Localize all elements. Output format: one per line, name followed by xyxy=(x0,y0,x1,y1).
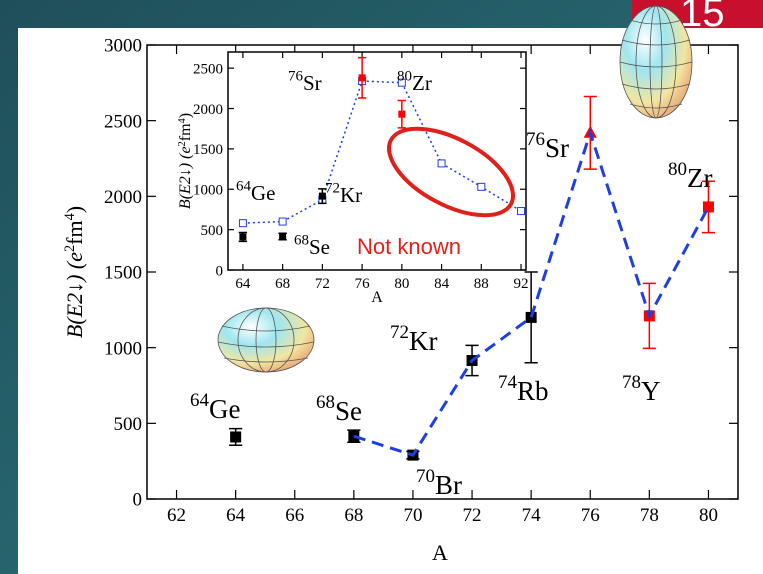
element-symbol: Ge xyxy=(209,394,240,424)
mass-number: 64 xyxy=(190,390,210,411)
y-axis-label-part: ) xyxy=(62,206,87,213)
mass-number: 74 xyxy=(498,372,518,393)
mass-number: 72 xyxy=(325,181,340,197)
y-tick-label: 2000 xyxy=(193,102,223,118)
y-tick-label: 2500 xyxy=(104,111,142,132)
x-tick-label: 64 xyxy=(235,276,251,292)
x-axis-label: A xyxy=(432,540,448,565)
mass-number: 76 xyxy=(526,129,545,150)
y-tick-label: 500 xyxy=(201,223,224,239)
x-tick-label: 74 xyxy=(522,505,542,526)
element-symbol: Sr xyxy=(303,71,322,95)
marker xyxy=(359,74,366,81)
y-axis-label-part: 4 xyxy=(62,213,78,220)
x-tick-label: 76 xyxy=(581,505,600,526)
y-axis-label-part: ) xyxy=(177,113,194,118)
y-tick-label: 2000 xyxy=(104,187,142,208)
x-tick-label: 80 xyxy=(699,505,718,526)
y-axis-label-part: 2 xyxy=(62,245,78,252)
annotation-note: Not known xyxy=(357,234,461,259)
x-tick-label: 64 xyxy=(226,505,246,526)
x-tick-label: 70 xyxy=(403,505,422,526)
mass-number: 68 xyxy=(316,392,335,413)
marker xyxy=(703,201,714,212)
mass-number: 78 xyxy=(622,372,641,393)
chart: 64 68 72 76 80 84 88 92 0 500 1000 1500 2000 2500 A B(E… xyxy=(177,52,529,306)
x-tick-label: 84 xyxy=(434,276,450,292)
element-symbol: Ge xyxy=(251,181,276,205)
mass-number: 70 xyxy=(416,466,435,487)
element-symbol: Br xyxy=(435,470,462,500)
y-axis-label-part: fm xyxy=(62,220,87,244)
marker xyxy=(279,233,286,240)
x-tick-label: 92 xyxy=(514,276,529,292)
element-symbol: Se xyxy=(309,235,330,259)
mass-number: 64 xyxy=(236,179,252,195)
marker xyxy=(398,111,405,118)
element-symbol: Kr xyxy=(340,183,362,207)
y-tick-label: 1000 xyxy=(104,338,142,359)
y-axis-label: B(E2↓) (e2fm4) xyxy=(177,113,195,209)
element-symbol: Y xyxy=(641,376,661,406)
page: 15 6264666870727476788005001000150020002… xyxy=(0,0,763,574)
marker xyxy=(438,160,445,167)
y-axis-label-part: B(E2↓) (e xyxy=(177,146,194,209)
element-symbol: Se xyxy=(335,396,362,426)
mass-number: 68 xyxy=(294,233,309,249)
y-axis-label-part: fm xyxy=(177,123,194,141)
x-axis-label: A xyxy=(371,289,383,306)
element-symbol: Rb xyxy=(517,376,549,406)
x-tick-label: 68 xyxy=(275,276,290,292)
x-tick-label: 62 xyxy=(167,505,186,526)
marker xyxy=(279,218,286,225)
x-tick-label: 76 xyxy=(355,276,371,292)
marker xyxy=(239,233,246,240)
x-tick-label: 72 xyxy=(315,276,330,292)
element-symbol: Sr xyxy=(545,133,569,163)
x-tick-label: 68 xyxy=(344,505,363,526)
x-tick-label: 66 xyxy=(285,505,304,526)
x-tick-label: 72 xyxy=(463,505,482,526)
element-symbol: Zr xyxy=(687,163,712,193)
y-axis-label-part: B(E2↓) (e xyxy=(62,252,87,338)
y-tick-label: 0 xyxy=(216,263,224,279)
x-tick-label: 88 xyxy=(474,276,489,292)
y-tick-label: 0 xyxy=(133,490,143,511)
prolate-shape xyxy=(620,6,692,118)
y-tick-label: 3000 xyxy=(104,36,142,57)
y-tick-label: 1500 xyxy=(104,263,142,284)
slide: 15 6264666870727476788005001000150020002… xyxy=(0,0,763,574)
oblate-shape xyxy=(218,308,314,372)
mass-number: 76 xyxy=(288,69,304,85)
mass-number: 80 xyxy=(668,159,687,180)
y-tick-label: 1000 xyxy=(193,183,223,199)
marker xyxy=(518,208,525,215)
y-axis-label: B(E2↓) (e2fm4) xyxy=(62,206,87,338)
y-tick-label: 2500 xyxy=(193,61,223,77)
y-tick-label: 500 xyxy=(114,414,143,435)
mass-number: 72 xyxy=(390,322,409,343)
x-tick-label: 78 xyxy=(640,505,659,526)
mass-number: 80 xyxy=(397,69,412,85)
marker xyxy=(230,431,241,442)
y-tick-label: 1500 xyxy=(193,142,223,158)
element-symbol: Kr xyxy=(409,326,438,356)
marker xyxy=(478,183,485,190)
element-symbol: Zr xyxy=(412,71,432,95)
marker xyxy=(239,220,246,227)
x-tick-label: 80 xyxy=(394,276,409,292)
